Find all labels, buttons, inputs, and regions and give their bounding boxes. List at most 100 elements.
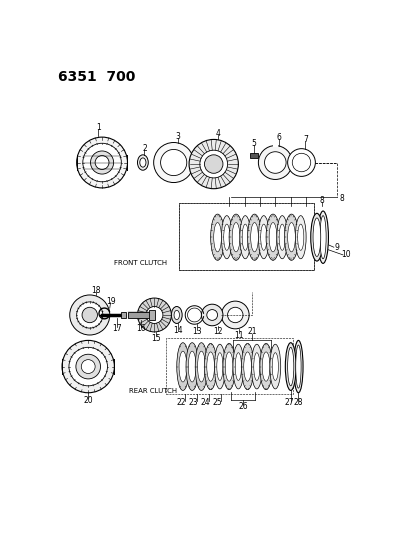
Text: 15: 15 xyxy=(151,334,161,343)
Ellipse shape xyxy=(288,348,294,386)
Circle shape xyxy=(204,155,223,173)
Text: 6351  700: 6351 700 xyxy=(58,70,135,84)
Ellipse shape xyxy=(242,343,254,390)
Ellipse shape xyxy=(248,214,262,260)
Ellipse shape xyxy=(137,155,148,170)
Bar xyxy=(149,310,155,320)
Text: 18: 18 xyxy=(91,286,101,295)
Ellipse shape xyxy=(311,213,323,261)
Text: 7: 7 xyxy=(303,135,308,144)
Circle shape xyxy=(222,301,249,329)
Circle shape xyxy=(189,140,238,189)
Ellipse shape xyxy=(222,216,232,259)
Ellipse shape xyxy=(295,216,306,259)
Circle shape xyxy=(264,152,286,173)
Text: 3: 3 xyxy=(175,132,180,141)
Ellipse shape xyxy=(242,224,248,251)
Ellipse shape xyxy=(240,216,251,259)
Ellipse shape xyxy=(224,224,230,251)
Ellipse shape xyxy=(277,216,288,259)
Text: 12: 12 xyxy=(214,327,223,336)
Ellipse shape xyxy=(270,344,281,389)
Text: FRONT CLUTCH: FRONT CLUTCH xyxy=(113,260,167,265)
Ellipse shape xyxy=(188,351,196,382)
Circle shape xyxy=(200,150,228,178)
Circle shape xyxy=(70,295,110,335)
Bar xyxy=(250,152,257,158)
Ellipse shape xyxy=(233,344,244,389)
Ellipse shape xyxy=(217,353,223,381)
Circle shape xyxy=(292,154,311,172)
Ellipse shape xyxy=(294,341,303,393)
Ellipse shape xyxy=(171,306,182,324)
Ellipse shape xyxy=(225,352,233,381)
Text: 26: 26 xyxy=(238,402,248,411)
Ellipse shape xyxy=(211,214,224,260)
Ellipse shape xyxy=(296,345,301,388)
Ellipse shape xyxy=(288,223,295,252)
Text: 24: 24 xyxy=(200,398,210,407)
Circle shape xyxy=(154,142,194,182)
Text: 13: 13 xyxy=(192,327,202,336)
Text: 5: 5 xyxy=(251,139,256,148)
Text: 19: 19 xyxy=(106,297,115,305)
Bar xyxy=(121,312,126,318)
Ellipse shape xyxy=(260,343,272,390)
Ellipse shape xyxy=(320,216,326,259)
Ellipse shape xyxy=(318,211,328,263)
Circle shape xyxy=(228,308,243,322)
Circle shape xyxy=(76,354,100,379)
Circle shape xyxy=(146,306,163,324)
Circle shape xyxy=(62,341,114,393)
Ellipse shape xyxy=(177,343,189,391)
Ellipse shape xyxy=(262,352,270,381)
Ellipse shape xyxy=(229,214,243,260)
Circle shape xyxy=(69,348,107,386)
Ellipse shape xyxy=(207,352,215,381)
Text: 8: 8 xyxy=(339,194,344,203)
Text: 14: 14 xyxy=(173,326,183,335)
Text: 9: 9 xyxy=(335,243,339,252)
Ellipse shape xyxy=(197,351,205,382)
Text: 21: 21 xyxy=(248,327,257,336)
Text: 17: 17 xyxy=(113,325,122,333)
Circle shape xyxy=(95,156,109,169)
Ellipse shape xyxy=(298,224,304,251)
Text: 16: 16 xyxy=(137,325,146,333)
Bar xyxy=(179,203,314,270)
Ellipse shape xyxy=(215,344,225,389)
Ellipse shape xyxy=(261,224,267,251)
Ellipse shape xyxy=(251,223,258,252)
Ellipse shape xyxy=(186,343,198,391)
Circle shape xyxy=(91,151,113,174)
Ellipse shape xyxy=(269,223,277,252)
Text: 10: 10 xyxy=(341,251,351,260)
Bar xyxy=(128,312,150,318)
Ellipse shape xyxy=(244,352,251,381)
Text: 1: 1 xyxy=(96,123,101,132)
Text: 28: 28 xyxy=(294,398,303,407)
Ellipse shape xyxy=(258,216,269,259)
Text: 4: 4 xyxy=(215,129,220,138)
Text: 11: 11 xyxy=(234,330,244,340)
Ellipse shape xyxy=(195,343,208,391)
Ellipse shape xyxy=(254,353,260,381)
Circle shape xyxy=(137,298,171,332)
Ellipse shape xyxy=(174,310,180,320)
Circle shape xyxy=(82,308,98,322)
Text: 6: 6 xyxy=(277,133,282,142)
Text: 8: 8 xyxy=(319,196,324,205)
Text: 25: 25 xyxy=(213,398,222,407)
Ellipse shape xyxy=(251,344,262,389)
Ellipse shape xyxy=(284,214,298,260)
Ellipse shape xyxy=(313,218,321,256)
Bar xyxy=(179,203,314,270)
Ellipse shape xyxy=(266,214,280,260)
Ellipse shape xyxy=(223,343,235,390)
Circle shape xyxy=(258,146,292,180)
Circle shape xyxy=(77,302,103,328)
Ellipse shape xyxy=(140,158,146,167)
Ellipse shape xyxy=(285,343,296,391)
Text: 23: 23 xyxy=(188,398,198,407)
Circle shape xyxy=(161,149,187,175)
